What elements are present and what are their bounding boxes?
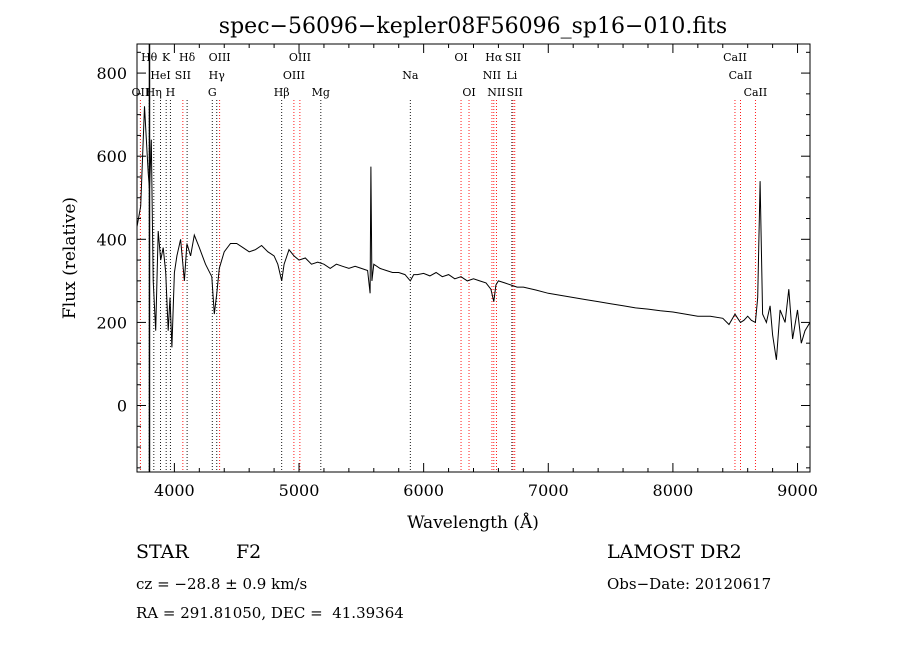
y-tick-label: 400 <box>96 230 127 249</box>
spectral-subclass: F2 <box>236 541 262 563</box>
y-axis-ticks: 0 200 400 600 800 <box>96 51 810 469</box>
spectral-line-label: G <box>208 86 217 99</box>
spectral-line-label: OI <box>462 86 475 99</box>
spectral-line-label: CaII <box>744 86 768 99</box>
spectrum-flux-line <box>136 106 811 360</box>
survey-name: LAMOST DR2 <box>607 541 742 563</box>
x-tick-label: 8000 <box>653 481 694 500</box>
x-tick-label: 9000 <box>777 481 818 500</box>
spectral-line-label: SII <box>507 86 523 99</box>
spectral-line-label: H <box>166 86 176 99</box>
spectral-line-label: Na <box>402 69 419 82</box>
spectral-line-label: SII <box>505 51 521 64</box>
spectral-line-label: SII <box>175 69 191 82</box>
y-tick-label: 0 <box>117 397 127 416</box>
spectral-line-label: OIII <box>289 51 311 64</box>
y-axis-label: Flux (relative) <box>60 197 80 319</box>
x-axis-label: Wavelength (Å) <box>407 512 539 533</box>
spectral-line-label: Hθ <box>141 51 158 64</box>
observation-date: Obs−Date: 20120617 <box>607 575 772 593</box>
spectral-line-label: Mg <box>312 86 330 99</box>
spectral-line-label: CaII <box>723 51 747 64</box>
spectral-line-label: Hη <box>146 86 162 99</box>
spectral-line-label: Li <box>506 69 517 82</box>
spectral-line-label: Hβ <box>274 86 290 99</box>
object-type: STAR <box>136 541 189 563</box>
x-tick-label: 4000 <box>154 481 195 500</box>
plot-frame <box>136 43 811 473</box>
spectral-line-label: K <box>162 51 171 64</box>
spectral-line-label: NII <box>487 86 505 99</box>
chart-title: spec−56096−kepler08F56096_sp16−010.fits <box>219 14 727 39</box>
spectral-line-label: HeI <box>150 69 170 82</box>
spectral-line-label: Hα <box>485 51 503 64</box>
x-tick-label: 6000 <box>403 481 444 500</box>
x-tick-label: 5000 <box>279 481 320 500</box>
spectral-line-label: OII <box>132 86 150 99</box>
redshift-cz: cz = −28.8 ± 0.9 km/s <box>136 575 308 593</box>
x-tick-label: 7000 <box>528 481 569 500</box>
spectral-line-markers <box>139 44 756 472</box>
spectral-line-label: Hδ <box>179 51 196 64</box>
coordinates: RA = 291.81050, DEC = 41.39364 <box>136 604 404 622</box>
x-axis-ticks: 4000 5000 6000 7000 8000 9000 <box>148 44 818 500</box>
y-tick-label: 600 <box>96 147 127 166</box>
y-tick-label: 200 <box>96 313 127 332</box>
spectral-line-label: CaII <box>729 69 753 82</box>
spectral-line-label: OIII <box>283 69 305 82</box>
spectral-line-label: NII <box>483 69 501 82</box>
spectral-line-label: Hγ <box>209 69 226 82</box>
spectral-line-label: OIII <box>209 51 231 64</box>
y-tick-label: 800 <box>96 64 127 83</box>
spectral-line-label: OI <box>454 51 467 64</box>
